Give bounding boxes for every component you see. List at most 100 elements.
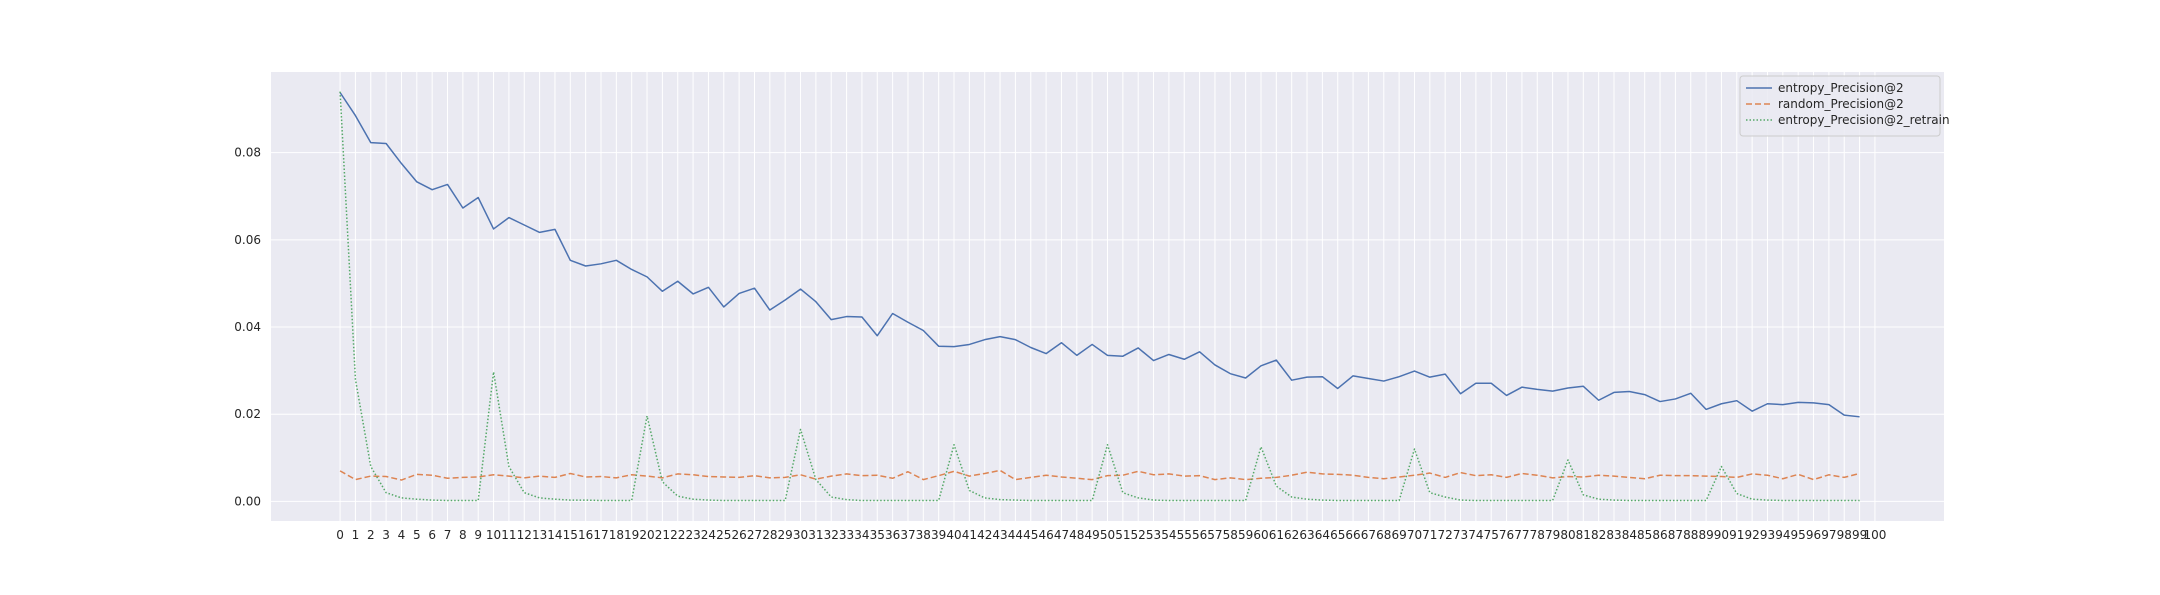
legend: entropy_Precision@2 random_Precision@2ent… bbox=[1739, 75, 1950, 137]
x-tick-label: 39 bbox=[931, 528, 946, 542]
x-tick-label: 73 bbox=[1453, 528, 1468, 542]
x-tick-label: 40 bbox=[946, 528, 961, 542]
x-tick-label: 79 bbox=[1545, 528, 1560, 542]
x-tick-label: 69 bbox=[1391, 528, 1406, 542]
x-tick-label: 74 bbox=[1468, 528, 1483, 542]
x-tick-label: 91 bbox=[1729, 528, 1744, 542]
x-tick-label: 94 bbox=[1775, 528, 1790, 542]
x-tick-label: 55 bbox=[1177, 528, 1192, 542]
x-tick-label: 96 bbox=[1806, 528, 1821, 542]
x-tick-label: 36 bbox=[885, 528, 900, 542]
x-tick-label: 95 bbox=[1791, 528, 1806, 542]
x-tick-label: 37 bbox=[900, 528, 915, 542]
x-tick-label: 76 bbox=[1499, 528, 1514, 542]
x-tick-label: 25 bbox=[716, 528, 731, 542]
x-tick-label: 34 bbox=[854, 528, 869, 542]
x-tick-label: 22 bbox=[670, 528, 685, 542]
x-tick-label: 84 bbox=[1622, 528, 1637, 542]
x-tick-label: 33 bbox=[839, 528, 854, 542]
x-tick-label: 80 bbox=[1560, 528, 1575, 542]
series-line-1 bbox=[339, 92, 1860, 418]
x-tick-label: 29 bbox=[778, 528, 793, 542]
x-tick-label: 43 bbox=[992, 528, 1007, 542]
x-tick-label: 42 bbox=[977, 528, 992, 542]
x-tick-label: 56 bbox=[1192, 528, 1207, 542]
x-tick-label: 54 bbox=[1161, 528, 1176, 542]
x-tick-label: 59 bbox=[1238, 528, 1253, 542]
x-tick-label: 78 bbox=[1530, 528, 1545, 542]
x-tick-label: 6 bbox=[428, 528, 436, 542]
x-tick-label: 86 bbox=[1652, 528, 1667, 542]
legend-label-3: entropy_Precision@2_retrain bbox=[1778, 113, 1950, 127]
series-lines bbox=[339, 91, 1860, 502]
x-tick-label: 27 bbox=[747, 528, 762, 542]
x-tick-label: 75 bbox=[1484, 528, 1499, 542]
x-tick-label: 51 bbox=[1115, 528, 1130, 542]
x-tick-label: 10 bbox=[486, 528, 501, 542]
x-tick-label: 18 bbox=[609, 528, 624, 542]
x-tick-label: 12 bbox=[517, 528, 532, 542]
x-tick-label: 41 bbox=[962, 528, 977, 542]
series-line-2 bbox=[339, 469, 1860, 481]
x-tick-label: 1 bbox=[352, 528, 360, 542]
x-tick-label: 68 bbox=[1376, 528, 1391, 542]
x-tick-label: 81 bbox=[1576, 528, 1591, 542]
x-tick-label: 61 bbox=[1269, 528, 1284, 542]
x-tick-label: 70 bbox=[1407, 528, 1422, 542]
grid-lines bbox=[271, 72, 1944, 521]
x-tick-label: 93 bbox=[1760, 528, 1775, 542]
legend-box bbox=[1739, 75, 1941, 137]
x-tick-label: 99 bbox=[1852, 528, 1867, 542]
y-tick-label: 0.04 bbox=[234, 320, 261, 334]
x-tick-label: 31 bbox=[808, 528, 823, 542]
x-tick-label: 47 bbox=[1054, 528, 1069, 542]
x-tick-label: 66 bbox=[1345, 528, 1360, 542]
x-tick-label: 8 bbox=[459, 528, 467, 542]
x-tick-label: 64 bbox=[1315, 528, 1330, 542]
x-tick-label: 57 bbox=[1207, 528, 1222, 542]
x-tick-label: 20 bbox=[639, 528, 654, 542]
x-tick-label: 46 bbox=[1038, 528, 1053, 542]
x-tick-label: 15 bbox=[563, 528, 578, 542]
x-tick-label: 21 bbox=[655, 528, 670, 542]
x-tick-label: 50 bbox=[1100, 528, 1115, 542]
x-tick-label: 28 bbox=[762, 528, 777, 542]
x-tick-label: 3 bbox=[382, 528, 390, 542]
x-tick-label: 63 bbox=[1299, 528, 1314, 542]
x-tick-label: 98 bbox=[1837, 528, 1852, 542]
x-tick-label: 9 bbox=[474, 528, 482, 542]
x-tick-label: 71 bbox=[1422, 528, 1437, 542]
x-tick-label: 30 bbox=[793, 528, 808, 542]
x-tick-label: 53 bbox=[1146, 528, 1161, 542]
legend-label-1: entropy_Precision@2 bbox=[1778, 81, 1904, 95]
x-tick-label: 49 bbox=[1085, 528, 1100, 542]
legend-label-2: random_Precision@2 bbox=[1778, 97, 1904, 111]
x-tick-label: 24 bbox=[701, 528, 716, 542]
x-tick-label: 17 bbox=[593, 528, 608, 542]
x-tick-label: 2 bbox=[367, 528, 375, 542]
x-axis-tick-labels: 0 1 2 3 4 5 6 7 8 9 10 11 12 13 14 15 16 17 18 19 20 21 22 23 24… bbox=[336, 528, 1886, 542]
x-tick-label: 82 bbox=[1591, 528, 1606, 542]
x-tick-label: 77 bbox=[1514, 528, 1529, 542]
x-tick-label: 45 bbox=[1023, 528, 1038, 542]
x-tick-label: 38 bbox=[916, 528, 931, 542]
x-tick-label: 89 bbox=[1698, 528, 1713, 542]
x-tick-label: 7 bbox=[444, 528, 452, 542]
y-tick-label: 0.08 bbox=[234, 146, 261, 160]
x-tick-label: 26 bbox=[731, 528, 746, 542]
x-tick-label: 90 bbox=[1714, 528, 1729, 542]
x-tick-label: 83 bbox=[1606, 528, 1621, 542]
x-tick-label: 5 bbox=[413, 528, 421, 542]
x-tick-label: 13 bbox=[532, 528, 547, 542]
x-tick-label: 97 bbox=[1821, 528, 1836, 542]
x-tick-label: 92 bbox=[1745, 528, 1760, 542]
y-axis-tick-labels: 0.00 0.02 0.04 0.06 0.08 bbox=[234, 146, 261, 509]
x-tick-label: 44 bbox=[1008, 528, 1023, 542]
x-tick-label: 4 bbox=[398, 528, 406, 542]
x-tick-label: 85 bbox=[1637, 528, 1652, 542]
x-tick-label: 67 bbox=[1361, 528, 1376, 542]
x-tick-label: 72 bbox=[1438, 528, 1453, 542]
x-tick-label: 58 bbox=[1223, 528, 1238, 542]
x-tick-label: 14 bbox=[547, 528, 562, 542]
